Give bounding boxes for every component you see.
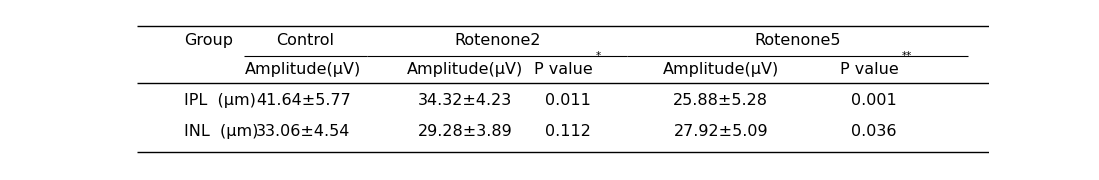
Text: Group: Group [185, 33, 233, 48]
Text: 25.88±5.28: 25.88±5.28 [674, 93, 768, 108]
Text: IPL  (μm): IPL (μm) [185, 93, 256, 108]
Text: 0.001: 0.001 [852, 93, 897, 108]
Text: Amplitude(μV): Amplitude(μV) [407, 62, 523, 77]
Text: **: ** [902, 51, 912, 60]
Text: 0.011: 0.011 [545, 93, 590, 108]
Text: Amplitude(μV): Amplitude(μV) [245, 62, 362, 77]
Text: 34.32±4.23: 34.32±4.23 [418, 93, 512, 108]
Text: *: * [596, 51, 601, 60]
Text: P value: P value [841, 62, 899, 77]
Text: Rotenone5: Rotenone5 [754, 33, 841, 48]
Text: Rotenone2: Rotenone2 [454, 33, 541, 48]
Text: 33.06±4.54: 33.06±4.54 [256, 124, 351, 139]
Text: INL  (μm): INL (μm) [185, 124, 258, 139]
Text: 41.64±5.77: 41.64±5.77 [256, 93, 351, 108]
Text: 0.036: 0.036 [852, 124, 897, 139]
Text: 27.92±5.09: 27.92±5.09 [674, 124, 768, 139]
Text: 29.28±3.89: 29.28±3.89 [418, 124, 512, 139]
Text: Control: Control [277, 33, 334, 48]
Text: P value: P value [534, 62, 592, 77]
Text: 0.112: 0.112 [545, 124, 590, 139]
Text: Amplitude(μV): Amplitude(μV) [663, 62, 779, 77]
